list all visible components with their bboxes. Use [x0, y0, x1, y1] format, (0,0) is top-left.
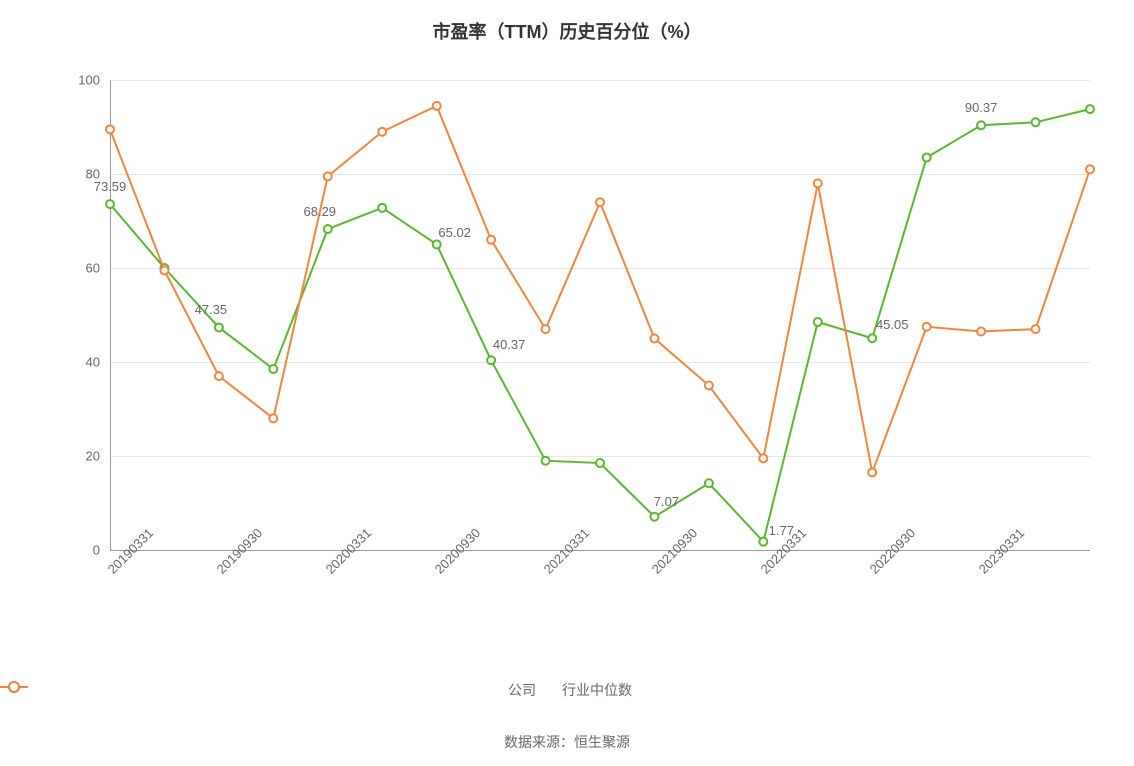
- series-marker: [596, 459, 604, 467]
- grid-line: [110, 550, 1090, 551]
- series-marker: [160, 266, 168, 274]
- series-marker: [378, 204, 386, 212]
- point-label: 45.05: [876, 317, 909, 332]
- series-marker: [215, 372, 223, 380]
- series-marker: [487, 236, 495, 244]
- legend-item[interactable]: 公司: [502, 680, 536, 700]
- series-marker: [923, 323, 931, 331]
- y-axis-tick-label: 100: [60, 73, 100, 88]
- series-marker: [542, 325, 550, 333]
- series-marker: [106, 125, 114, 133]
- point-label: 1.77: [769, 523, 794, 538]
- series-line: [110, 109, 1090, 542]
- x-axis-tick-label: 20200331: [322, 566, 333, 577]
- series-marker: [650, 335, 658, 343]
- series-marker: [487, 356, 495, 364]
- x-axis-tick-label: 20190930: [214, 566, 225, 577]
- series-marker: [923, 154, 931, 162]
- point-label: 7.07: [654, 494, 679, 509]
- x-axis-tick-label: 20220930: [867, 566, 878, 577]
- series-marker: [269, 365, 277, 373]
- series-marker: [650, 513, 658, 521]
- series-marker: [269, 414, 277, 422]
- series-marker: [1086, 165, 1094, 173]
- plot-area: 0204060801002019033120190930202003312020…: [110, 80, 1090, 550]
- series-marker: [705, 479, 713, 487]
- point-label: 65.02: [438, 225, 471, 240]
- series-marker: [868, 468, 876, 476]
- chart-container: 市盈率（TTM）历史百分位（%） 02040608010020190331201…: [0, 0, 1134, 766]
- legend-item[interactable]: 行业中位数: [556, 680, 632, 700]
- legend: 公司 行业中位数: [0, 680, 1134, 700]
- legend-label: 公司: [508, 680, 536, 700]
- y-axis-tick-label: 60: [60, 261, 100, 276]
- series-marker: [433, 102, 441, 110]
- chart-source: 数据来源：恒生聚源: [0, 732, 1134, 752]
- point-label: 68.29: [303, 204, 336, 219]
- series-marker: [814, 318, 822, 326]
- legend-label: 行业中位数: [562, 680, 632, 700]
- y-axis-tick-label: 20: [60, 449, 100, 464]
- series-marker: [433, 240, 441, 248]
- series-line: [110, 106, 1090, 473]
- x-axis-tick-label: 20220331: [758, 566, 769, 577]
- series-marker: [759, 538, 767, 546]
- x-axis-tick-label: 20200930: [431, 566, 442, 577]
- chart-svg: [110, 80, 1090, 550]
- x-axis-tick-label: 20230331: [976, 566, 987, 577]
- series-marker: [814, 179, 822, 187]
- series-marker: [1032, 118, 1040, 126]
- series-marker: [106, 200, 114, 208]
- chart-title: 市盈率（TTM）历史百分位（%）: [0, 0, 1134, 44]
- series-marker: [1032, 325, 1040, 333]
- point-label: 47.35: [195, 302, 228, 317]
- y-axis-tick-label: 0: [60, 543, 100, 558]
- point-label: 73.59: [94, 179, 127, 194]
- series-marker: [542, 457, 550, 465]
- series-marker: [215, 323, 223, 331]
- point-label: 90.37: [965, 100, 998, 115]
- series-marker: [868, 334, 876, 342]
- series-marker: [977, 327, 985, 335]
- point-label: 40.37: [493, 337, 526, 352]
- y-axis-tick-label: 40: [60, 355, 100, 370]
- x-axis-tick-label: 20210930: [649, 566, 660, 577]
- series-marker: [1086, 105, 1094, 113]
- series-marker: [977, 121, 985, 129]
- series-marker: [324, 225, 332, 233]
- x-axis-tick-label: 20210331: [540, 566, 551, 577]
- x-axis-tick-label: 20190331: [105, 566, 116, 577]
- series-marker: [324, 172, 332, 180]
- series-marker: [378, 128, 386, 136]
- series-marker: [596, 198, 604, 206]
- series-marker: [705, 382, 713, 390]
- series-marker: [759, 454, 767, 462]
